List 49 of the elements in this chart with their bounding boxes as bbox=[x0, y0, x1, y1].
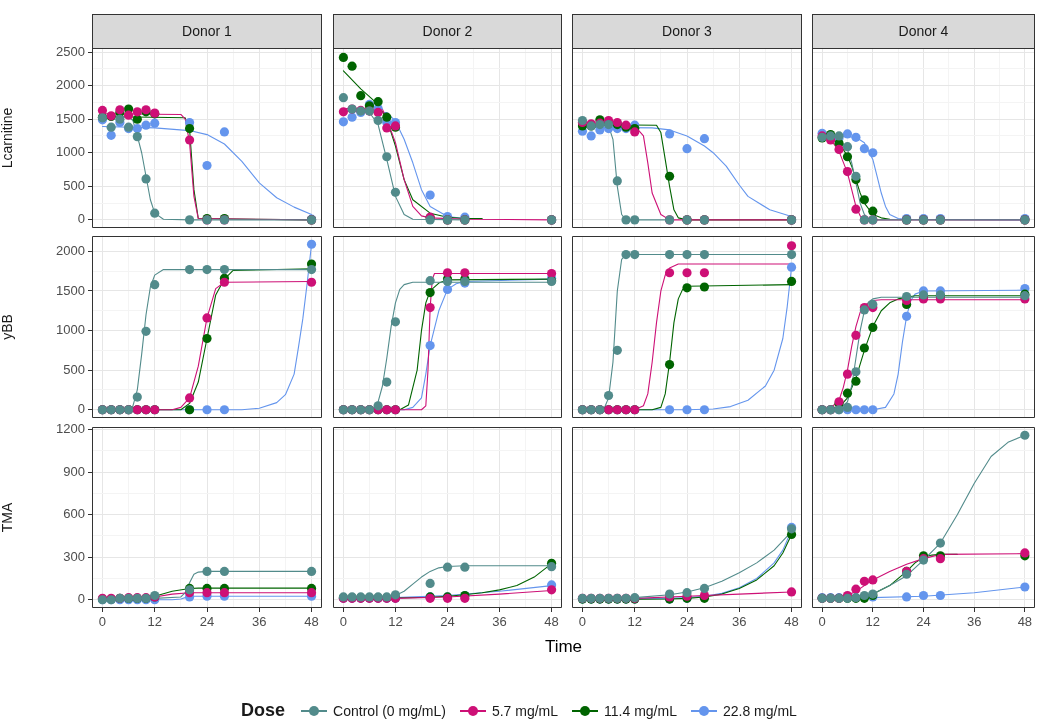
y-tick-label: 2000 bbox=[56, 242, 85, 258]
x-tick-label: 12 bbox=[147, 614, 162, 630]
x-tick-label: 36 bbox=[492, 614, 507, 630]
chart-title: Donor 3 bbox=[572, 14, 802, 49]
x-tick-label: 48 bbox=[544, 614, 559, 630]
x-tick-label: 48 bbox=[304, 614, 319, 630]
y-tick-label: 2000 bbox=[56, 77, 85, 93]
y-tick-label: 300 bbox=[63, 548, 85, 564]
x-tick-label: 24 bbox=[679, 614, 695, 630]
x-tick-label: 12 bbox=[388, 614, 403, 630]
y-tick-label: 0 bbox=[77, 401, 85, 417]
x-tick-label: 12 bbox=[627, 614, 642, 630]
x-tick-label: 48 bbox=[1017, 614, 1033, 630]
chart-title: Donor 1 bbox=[92, 14, 322, 49]
y-axis-title: TMA bbox=[0, 502, 16, 533]
y-tick-label: 1500 bbox=[56, 110, 85, 126]
x-tick-label: 48 bbox=[784, 614, 799, 630]
x-tick-label: 24 bbox=[916, 614, 931, 630]
y-axis-title: yBB bbox=[0, 314, 16, 340]
legend-title: Dose bbox=[241, 700, 286, 721]
x-tick-label: 24 bbox=[440, 614, 455, 630]
y-tick-label: 1000 bbox=[56, 322, 85, 338]
x-tick-label: 0 bbox=[818, 614, 826, 630]
chart-title: Donor 2 bbox=[333, 14, 562, 49]
y-tick-label: 1200 bbox=[56, 421, 85, 437]
legend-label: 5.7 mg/mL bbox=[491, 702, 559, 719]
y-tick-label: 500 bbox=[63, 177, 85, 193]
x-tick-label: 0 bbox=[578, 614, 587, 630]
y-axis-title: Lcarnitine bbox=[0, 107, 16, 169]
y-tick-label: 0 bbox=[77, 211, 85, 227]
y-tick-label: 500 bbox=[63, 361, 85, 377]
y-tick-label: 1500 bbox=[56, 282, 85, 298]
y-tick-label: 900 bbox=[63, 463, 85, 479]
legend-label: 11.4 mg/mL bbox=[604, 702, 677, 719]
legend-label: Control (0 mg/mL) bbox=[333, 702, 446, 719]
x-tick-label: 12 bbox=[865, 614, 881, 630]
y-tick-label: 600 bbox=[63, 506, 85, 522]
x-tick-label: 0 bbox=[98, 614, 107, 630]
x-tick-label: 36 bbox=[966, 614, 982, 630]
x-axis-title: Time bbox=[543, 637, 584, 657]
y-tick-label: 1000 bbox=[56, 144, 85, 160]
x-tick-label: 36 bbox=[252, 614, 267, 630]
legend-label: 22.8 mg/mL bbox=[722, 702, 797, 719]
y-tick-label: 0 bbox=[77, 591, 85, 607]
x-tick-label: 0 bbox=[339, 614, 348, 630]
x-tick-label: 24 bbox=[199, 614, 215, 630]
chart-title: Donor 4 bbox=[812, 14, 1035, 49]
x-tick-label: 36 bbox=[732, 614, 747, 630]
y-tick-label: 2500 bbox=[56, 43, 85, 59]
